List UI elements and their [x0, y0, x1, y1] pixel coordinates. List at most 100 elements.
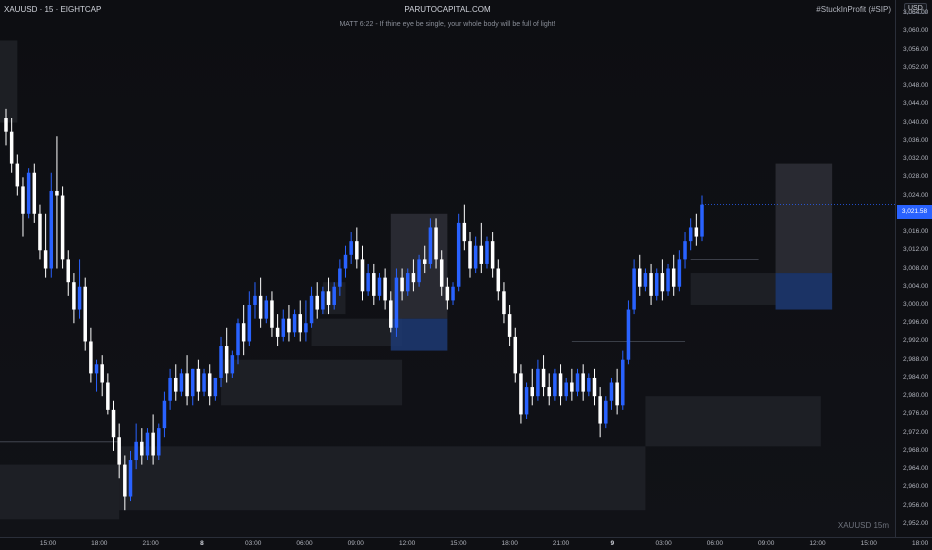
candle-body	[4, 118, 8, 132]
candle-body	[190, 368, 195, 397]
chart-pane[interactable]: XAUUSD · 15 · EIGHTCAP PARUTOCAPITAL.COM…	[0, 0, 895, 537]
candle-body	[581, 373, 585, 392]
candle-body	[224, 346, 229, 374]
candle-body	[621, 359, 625, 406]
candle-body	[145, 432, 150, 456]
price-tick: 3,040.00	[903, 118, 929, 126]
candle-body	[677, 259, 682, 287]
zone-box	[390, 318, 448, 351]
candle-body	[309, 295, 314, 324]
candle-body	[77, 286, 82, 310]
candle-body	[355, 241, 359, 260]
candle-body	[496, 268, 501, 292]
candle-body	[666, 268, 670, 292]
price-chart[interactable]	[0, 0, 895, 537]
candle-body	[575, 373, 580, 392]
candle-body	[270, 300, 274, 328]
price-tick: 2,988.00	[903, 355, 929, 363]
candle-body	[292, 314, 297, 333]
price-tick: 2,984.00	[903, 373, 929, 381]
candle-body	[490, 241, 495, 269]
candle-body	[360, 259, 365, 292]
time-tick: 21:00	[142, 540, 159, 547]
price-tick: 2,992.00	[903, 337, 929, 345]
candle-body	[502, 291, 506, 315]
candle-body	[94, 364, 99, 374]
price-tick: 3,048.00	[903, 82, 929, 90]
symbol-label[interactable]: XAUUSD · 15 · EIGHTCAP	[4, 5, 102, 14]
time-tick: 15:00	[860, 540, 877, 547]
candle-body	[117, 437, 121, 465]
candle-body	[643, 273, 648, 287]
candle-body	[219, 346, 223, 378]
time-tick: 03:00	[655, 540, 672, 547]
candle-body	[258, 295, 263, 319]
current-price-label: 3,021.58	[897, 205, 932, 219]
candle-body	[451, 286, 455, 301]
candle-body	[439, 259, 444, 287]
candle-body	[445, 286, 450, 301]
candle-body	[654, 273, 659, 296]
candle-body	[553, 373, 557, 397]
zone-box	[221, 359, 403, 406]
price-tick: 3,000.00	[903, 300, 929, 308]
candle-body	[519, 373, 523, 415]
zone-box	[119, 446, 646, 511]
candle-body	[100, 364, 104, 383]
candle-body	[128, 460, 133, 497]
candle-body	[366, 273, 370, 292]
time-tick: 8	[200, 540, 204, 547]
price-tick: 2,996.00	[903, 319, 929, 327]
candle-body	[473, 245, 478, 269]
candle-body	[134, 441, 138, 461]
time-tick: 12:00	[398, 540, 416, 547]
price-tick: 3,012.00	[903, 246, 929, 254]
price-axis[interactable]: USD 3,064.00 3,060.00 3,056.00 3,052.00 3,04…	[895, 0, 932, 537]
time-tick: 9	[610, 540, 615, 547]
candle-body	[349, 241, 353, 255]
candle-body	[38, 213, 42, 251]
zone-box	[775, 273, 833, 310]
candle-body	[338, 268, 342, 287]
candle-body	[507, 314, 512, 337]
candle-body	[564, 382, 568, 397]
price-tick: 2,964.00	[903, 465, 929, 473]
candle-body	[281, 318, 286, 337]
price-tick: 3,052.00	[903, 63, 929, 71]
candle-body	[541, 368, 546, 388]
candle-body	[660, 273, 665, 292]
candle-body	[609, 382, 614, 401]
currency-badge[interactable]: USD	[904, 3, 927, 14]
time-axis[interactable]: 15:00 18:00 21:00 8 03:00 06:00 09:00 12:00 15:0…	[0, 537, 932, 550]
time-tick: 06:00	[296, 540, 313, 547]
candle-body	[343, 254, 348, 269]
candle-body	[632, 268, 636, 310]
time-tick: 18:00	[91, 540, 108, 547]
candle-body	[253, 295, 257, 305]
candle-body	[485, 241, 489, 264]
candle-body	[304, 323, 308, 333]
candle-body	[649, 273, 653, 296]
candle-body	[400, 277, 404, 292]
time-tick: 15:00	[39, 540, 57, 547]
candle-body	[524, 387, 529, 415]
time-tick: 09:00	[758, 540, 775, 547]
candle-body	[111, 409, 116, 438]
price-tick: 3,024.00	[903, 191, 929, 199]
candle-body	[615, 382, 619, 406]
price-tick: 2,976.00	[903, 410, 929, 418]
time-tick: 12:00	[809, 540, 826, 547]
price-tick: 3,016.00	[903, 228, 929, 236]
candle-body	[15, 163, 20, 187]
candle-body	[151, 432, 155, 456]
candle-body	[32, 172, 37, 214]
site-label: PARUTOCAPITAL.COM	[404, 5, 491, 14]
candle-body	[174, 377, 178, 392]
time-tick: 15:00	[450, 540, 467, 547]
candle-body	[326, 291, 331, 305]
candle-body	[21, 186, 25, 214]
candle-body	[604, 400, 608, 424]
price-tick: 3,060.00	[903, 27, 929, 35]
candle-body	[298, 314, 302, 333]
candle-body	[700, 204, 704, 237]
